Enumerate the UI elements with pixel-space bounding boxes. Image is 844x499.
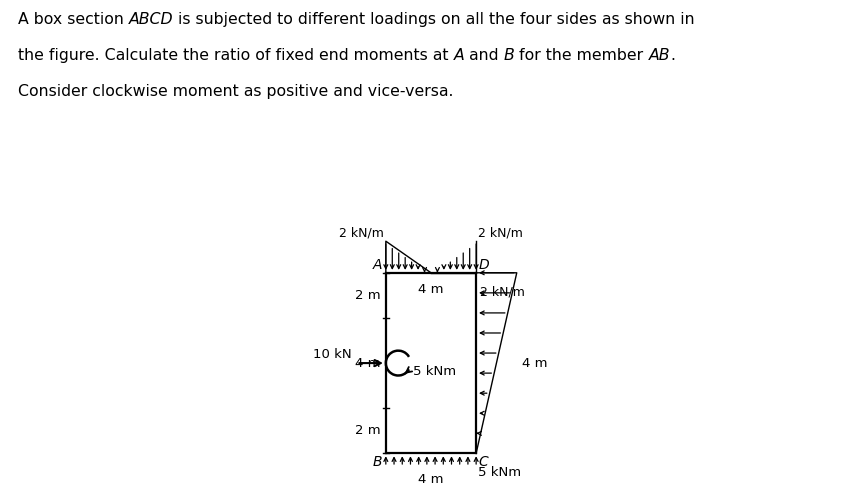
Text: 2 m: 2 m xyxy=(354,424,380,437)
Text: 5 kNm: 5 kNm xyxy=(413,365,456,378)
Text: for the member: for the member xyxy=(515,48,649,63)
Text: Consider clockwise moment as positive and vice-versa.: Consider clockwise moment as positive an… xyxy=(18,84,453,99)
Text: A: A xyxy=(453,48,464,63)
Text: 2 kN/m: 2 kN/m xyxy=(338,227,383,240)
Text: 4 m: 4 m xyxy=(419,473,444,486)
Text: the figure. Calculate the ratio of fixed end moments at: the figure. Calculate the ratio of fixed… xyxy=(18,48,453,63)
Text: 4 m: 4 m xyxy=(354,357,380,370)
Text: AB: AB xyxy=(649,48,670,63)
Text: 4 m: 4 m xyxy=(419,283,444,296)
Text: 2 m: 2 m xyxy=(354,289,380,302)
Text: is subjected to different loadings on all the four sides as shown in: is subjected to different loadings on al… xyxy=(174,12,695,27)
Text: A box section: A box section xyxy=(18,12,129,27)
Text: 2 kN/m: 2 kN/m xyxy=(479,285,524,298)
Text: and: and xyxy=(464,48,504,63)
Text: 4 m: 4 m xyxy=(522,357,548,370)
Text: .: . xyxy=(670,48,675,63)
Text: B: B xyxy=(504,48,515,63)
Text: ABCD: ABCD xyxy=(129,12,174,27)
Text: C: C xyxy=(479,455,488,469)
Text: 2 kN/m: 2 kN/m xyxy=(479,227,523,240)
Text: 10 kN: 10 kN xyxy=(313,348,352,361)
Text: D: D xyxy=(479,257,489,271)
Text: B: B xyxy=(373,455,382,469)
Text: 5 kNm: 5 kNm xyxy=(479,466,522,479)
Text: A: A xyxy=(373,257,382,271)
